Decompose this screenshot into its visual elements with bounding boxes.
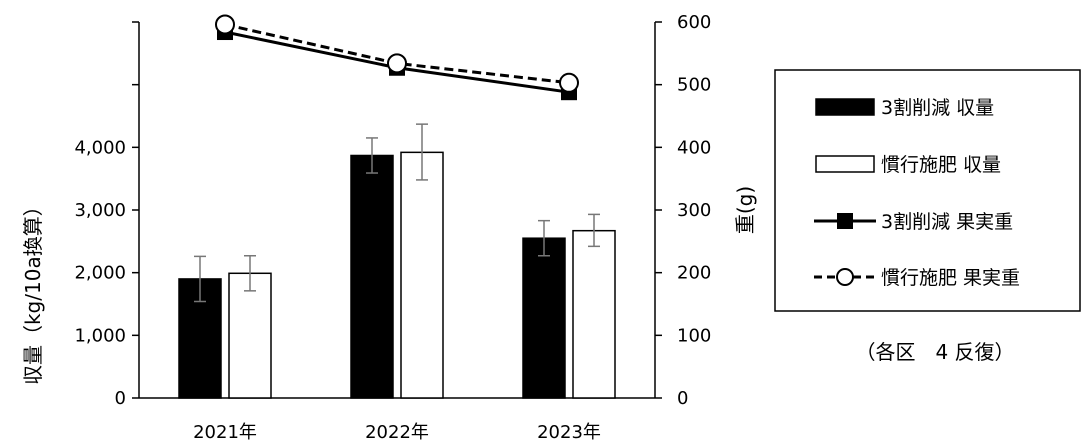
- legend-label: 慣行施肥 果実重: [881, 267, 1020, 289]
- line-marker-circle: [387, 53, 407, 74]
- right-tick-label: 100: [677, 325, 711, 346]
- axes: 0 1,000 2,000 3,000 4,000 0 100 200 300 400 500 600…: [21, 12, 757, 443]
- bar: [350, 154, 394, 399]
- replicate-note: （各区 4 反復）: [855, 340, 1014, 364]
- legend-swatch: [815, 155, 875, 173]
- left-tick-label: 0: [115, 388, 126, 409]
- left-tick-label: 2,000: [74, 263, 126, 284]
- right-tick-label: 0: [677, 388, 688, 409]
- right-tick-label: 500: [677, 75, 711, 96]
- legend-label: 慣行施肥 収量: [881, 154, 1001, 176]
- bar: [572, 229, 616, 399]
- left-tick-label: 4,000: [74, 137, 126, 158]
- left-tick-label: 3,000: [74, 200, 126, 221]
- right-tick-label: 300: [677, 200, 711, 221]
- legend-marker-square: [837, 213, 853, 229]
- left-axis-title: 収量（kg/10a換算）: [21, 196, 45, 385]
- legend-label: 3割削減 果実重: [881, 211, 1013, 233]
- bar: [228, 272, 272, 399]
- legend-swatch: [815, 98, 875, 116]
- legend-marker-circle: [836, 268, 854, 286]
- x-tick-label: 2021年: [193, 422, 257, 443]
- legend-label: 3割削減 収量: [881, 97, 994, 119]
- right-tick-label: 400: [677, 137, 711, 158]
- line-marker-circle: [215, 14, 235, 35]
- bar: [400, 151, 444, 399]
- error-bars: [194, 123, 600, 303]
- left-tick-label: 1,000: [74, 325, 126, 346]
- line-series: [215, 14, 579, 101]
- x-tick-label: 2023年: [537, 422, 601, 443]
- right-axis-title: 重(g): [733, 186, 757, 234]
- x-tick-label: 2022年: [365, 422, 429, 443]
- bars: [178, 151, 616, 399]
- line-marker-circle: [559, 72, 579, 93]
- bar: [522, 237, 566, 399]
- right-tick-label: 600: [677, 12, 711, 33]
- right-tick-label: 200: [677, 263, 711, 284]
